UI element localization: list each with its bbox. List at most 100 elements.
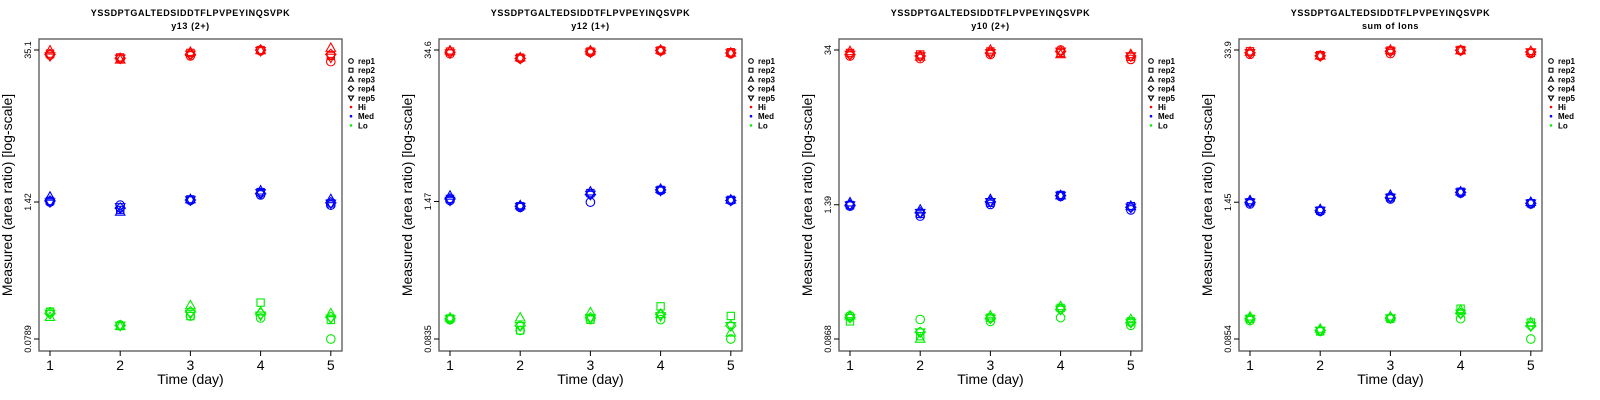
legend-marker-rep5	[747, 95, 755, 102]
data-point-lo-day2-rep3	[514, 311, 526, 322]
data-point-lo-day4-rep1	[1055, 312, 1066, 323]
legend-dot-hi	[349, 105, 353, 109]
x-tick-label: 2	[116, 357, 124, 373]
data-point-hi-day5-rep4	[324, 48, 337, 61]
y-axis-label: Measured (area ratio) [log-scale]	[0, 94, 15, 296]
x-tick-label: 3	[587, 357, 595, 373]
legend-label: Hi	[758, 103, 766, 112]
data-point-hi-day2-rep5	[514, 54, 526, 65]
legend-label: Med	[1158, 112, 1174, 121]
data-point-lo-day2-rep1	[915, 314, 926, 325]
legend-label: rep3	[1158, 75, 1175, 84]
data-point-lo-day5-rep3	[1125, 313, 1137, 324]
data-point-lo-day1-rep5	[1244, 314, 1256, 325]
data-point-med-day5-rep3	[1525, 195, 1537, 206]
data-point-hi-day4-rep5	[1054, 47, 1067, 58]
legend-label: rep1	[1158, 57, 1175, 66]
legend-dot-lo	[349, 124, 353, 127]
x-tick-label: 1	[446, 357, 454, 373]
data-point-hi-day4-rep5	[254, 47, 267, 58]
y-tick-label: 1.42	[23, 193, 33, 211]
legend-label: rep4	[1158, 85, 1175, 94]
data-point-med-day5-rep3	[725, 193, 737, 204]
data-point-hi-day2-rep3	[914, 50, 926, 61]
data-point-med-day5-rep5	[1125, 203, 1137, 214]
x-axis-label: Time (day)	[957, 371, 1023, 387]
legend-marker-rep3	[1547, 75, 1555, 82]
legend-dot-med	[349, 114, 353, 118]
legend-label: rep4	[358, 85, 375, 94]
legend-dot-med	[1149, 114, 1153, 118]
legend-dot-med	[1549, 114, 1553, 118]
data-point-hi-day1-rep3	[1244, 45, 1256, 56]
chart-subtitle: y12 (1+)	[571, 21, 610, 31]
data-point-med-day4-rep5	[1054, 191, 1067, 202]
data-point-med-day2-rep3	[514, 199, 526, 210]
y-axis-label: Measured (area ratio) [log-scale]	[399, 94, 415, 296]
data-point-lo-day4-rep2	[256, 298, 265, 307]
data-point-lo-day2-rep5	[914, 328, 926, 339]
legend-label: rep1	[1558, 57, 1575, 66]
data-point-lo-day4-rep1	[1455, 313, 1466, 324]
data-point-med-day2-rep5	[514, 202, 526, 213]
legend-label: Med	[358, 112, 374, 121]
y-tick-label: 34.6	[423, 41, 433, 59]
legend-label: rep2	[1558, 66, 1575, 75]
data-point-med-day3-rep5	[584, 190, 597, 201]
data-point-hi-day4-rep3	[1454, 44, 1467, 55]
data-point-med-day3-rep5	[184, 196, 197, 207]
data-point-hi-day5-rep3	[725, 46, 737, 57]
data-point-lo-day4-rep3	[1454, 303, 1467, 314]
data-point-lo-day5-rep5	[725, 322, 737, 333]
data-point-hi-day5-rep3	[1525, 45, 1537, 56]
legend-marker-rep2	[1148, 67, 1154, 73]
legend-label: Hi	[1558, 103, 1566, 112]
chart-panel-4: YSSDPTGALTEDSIDDTFLPVPEYINQSVPK sum of Io…	[1199, 8, 1575, 387]
data-point-hi-day1-rep5	[1244, 49, 1256, 60]
data-point-hi-day5-rep1	[1125, 54, 1136, 65]
data-point-hi-day3-rep5	[1384, 47, 1397, 58]
x-tick-label: 3	[187, 357, 195, 373]
data-point-med-day1-rep5	[1244, 198, 1256, 209]
data-point-hi-day3-rep3	[984, 43, 997, 54]
data-point-med-day3-rep3	[184, 193, 197, 204]
data-point-lo-day4-rep1	[255, 313, 266, 323]
data-point-med-day4-rep3	[654, 182, 667, 193]
data-point-hi-day3-rep5	[584, 48, 597, 59]
data-point-lo-day4-rep5	[254, 311, 267, 322]
chart-title: YSSDPTGALTEDSIDDTFLPVPEYINQSVPK	[91, 8, 290, 18]
y-tick-label: 1.45	[1223, 193, 1233, 211]
legend-dot-lo	[1149, 124, 1153, 127]
data-point-med-day5-rep5	[725, 196, 737, 207]
data-point-hi-day2-rep5	[114, 54, 126, 65]
x-tick-label: 5	[1527, 357, 1535, 373]
data-point-hi-day3-rep5	[984, 49, 997, 60]
data-point-lo-day2-rep5	[1314, 326, 1326, 337]
legend-dot-hi	[1149, 105, 1153, 109]
chart-title: YSSDPTGALTEDSIDDTFLPVPEYINQSVPK	[891, 8, 1090, 18]
x-tick-label: 3	[987, 357, 995, 373]
legend-label: Hi	[358, 103, 366, 112]
data-point-lo-day2-rep3	[914, 332, 926, 343]
legend-marker-rep2	[348, 67, 354, 73]
data-point-lo-day4-rep1	[655, 314, 666, 325]
x-axis-label: Time (day)	[157, 371, 223, 387]
legend-marker-rep4	[1547, 85, 1555, 93]
y-tick-label: 33.9	[1223, 41, 1233, 59]
data-point-med-day2-rep5	[914, 208, 926, 219]
legend-marker-rep5	[1147, 95, 1155, 102]
data-point-lo-day5-rep3	[1525, 316, 1537, 327]
legend-label: rep5	[1158, 94, 1175, 103]
x-tick-label: 1	[1246, 357, 1254, 373]
legend-marker-rep1	[748, 58, 754, 64]
legend-marker-rep4	[347, 85, 355, 93]
data-point-lo-day3-rep3	[584, 306, 597, 317]
legend-marker-rep2	[748, 67, 754, 73]
data-point-hi-day5-rep5	[325, 53, 337, 64]
x-tick-label: 5	[327, 357, 335, 373]
data-point-med-day2-rep1	[915, 211, 926, 221]
y-axis-label: Measured (area ratio) [log-scale]	[799, 94, 815, 296]
legend-label: rep5	[1558, 94, 1575, 103]
data-point-med-day1-rep5	[44, 198, 56, 209]
legend-label: Lo	[358, 121, 368, 130]
